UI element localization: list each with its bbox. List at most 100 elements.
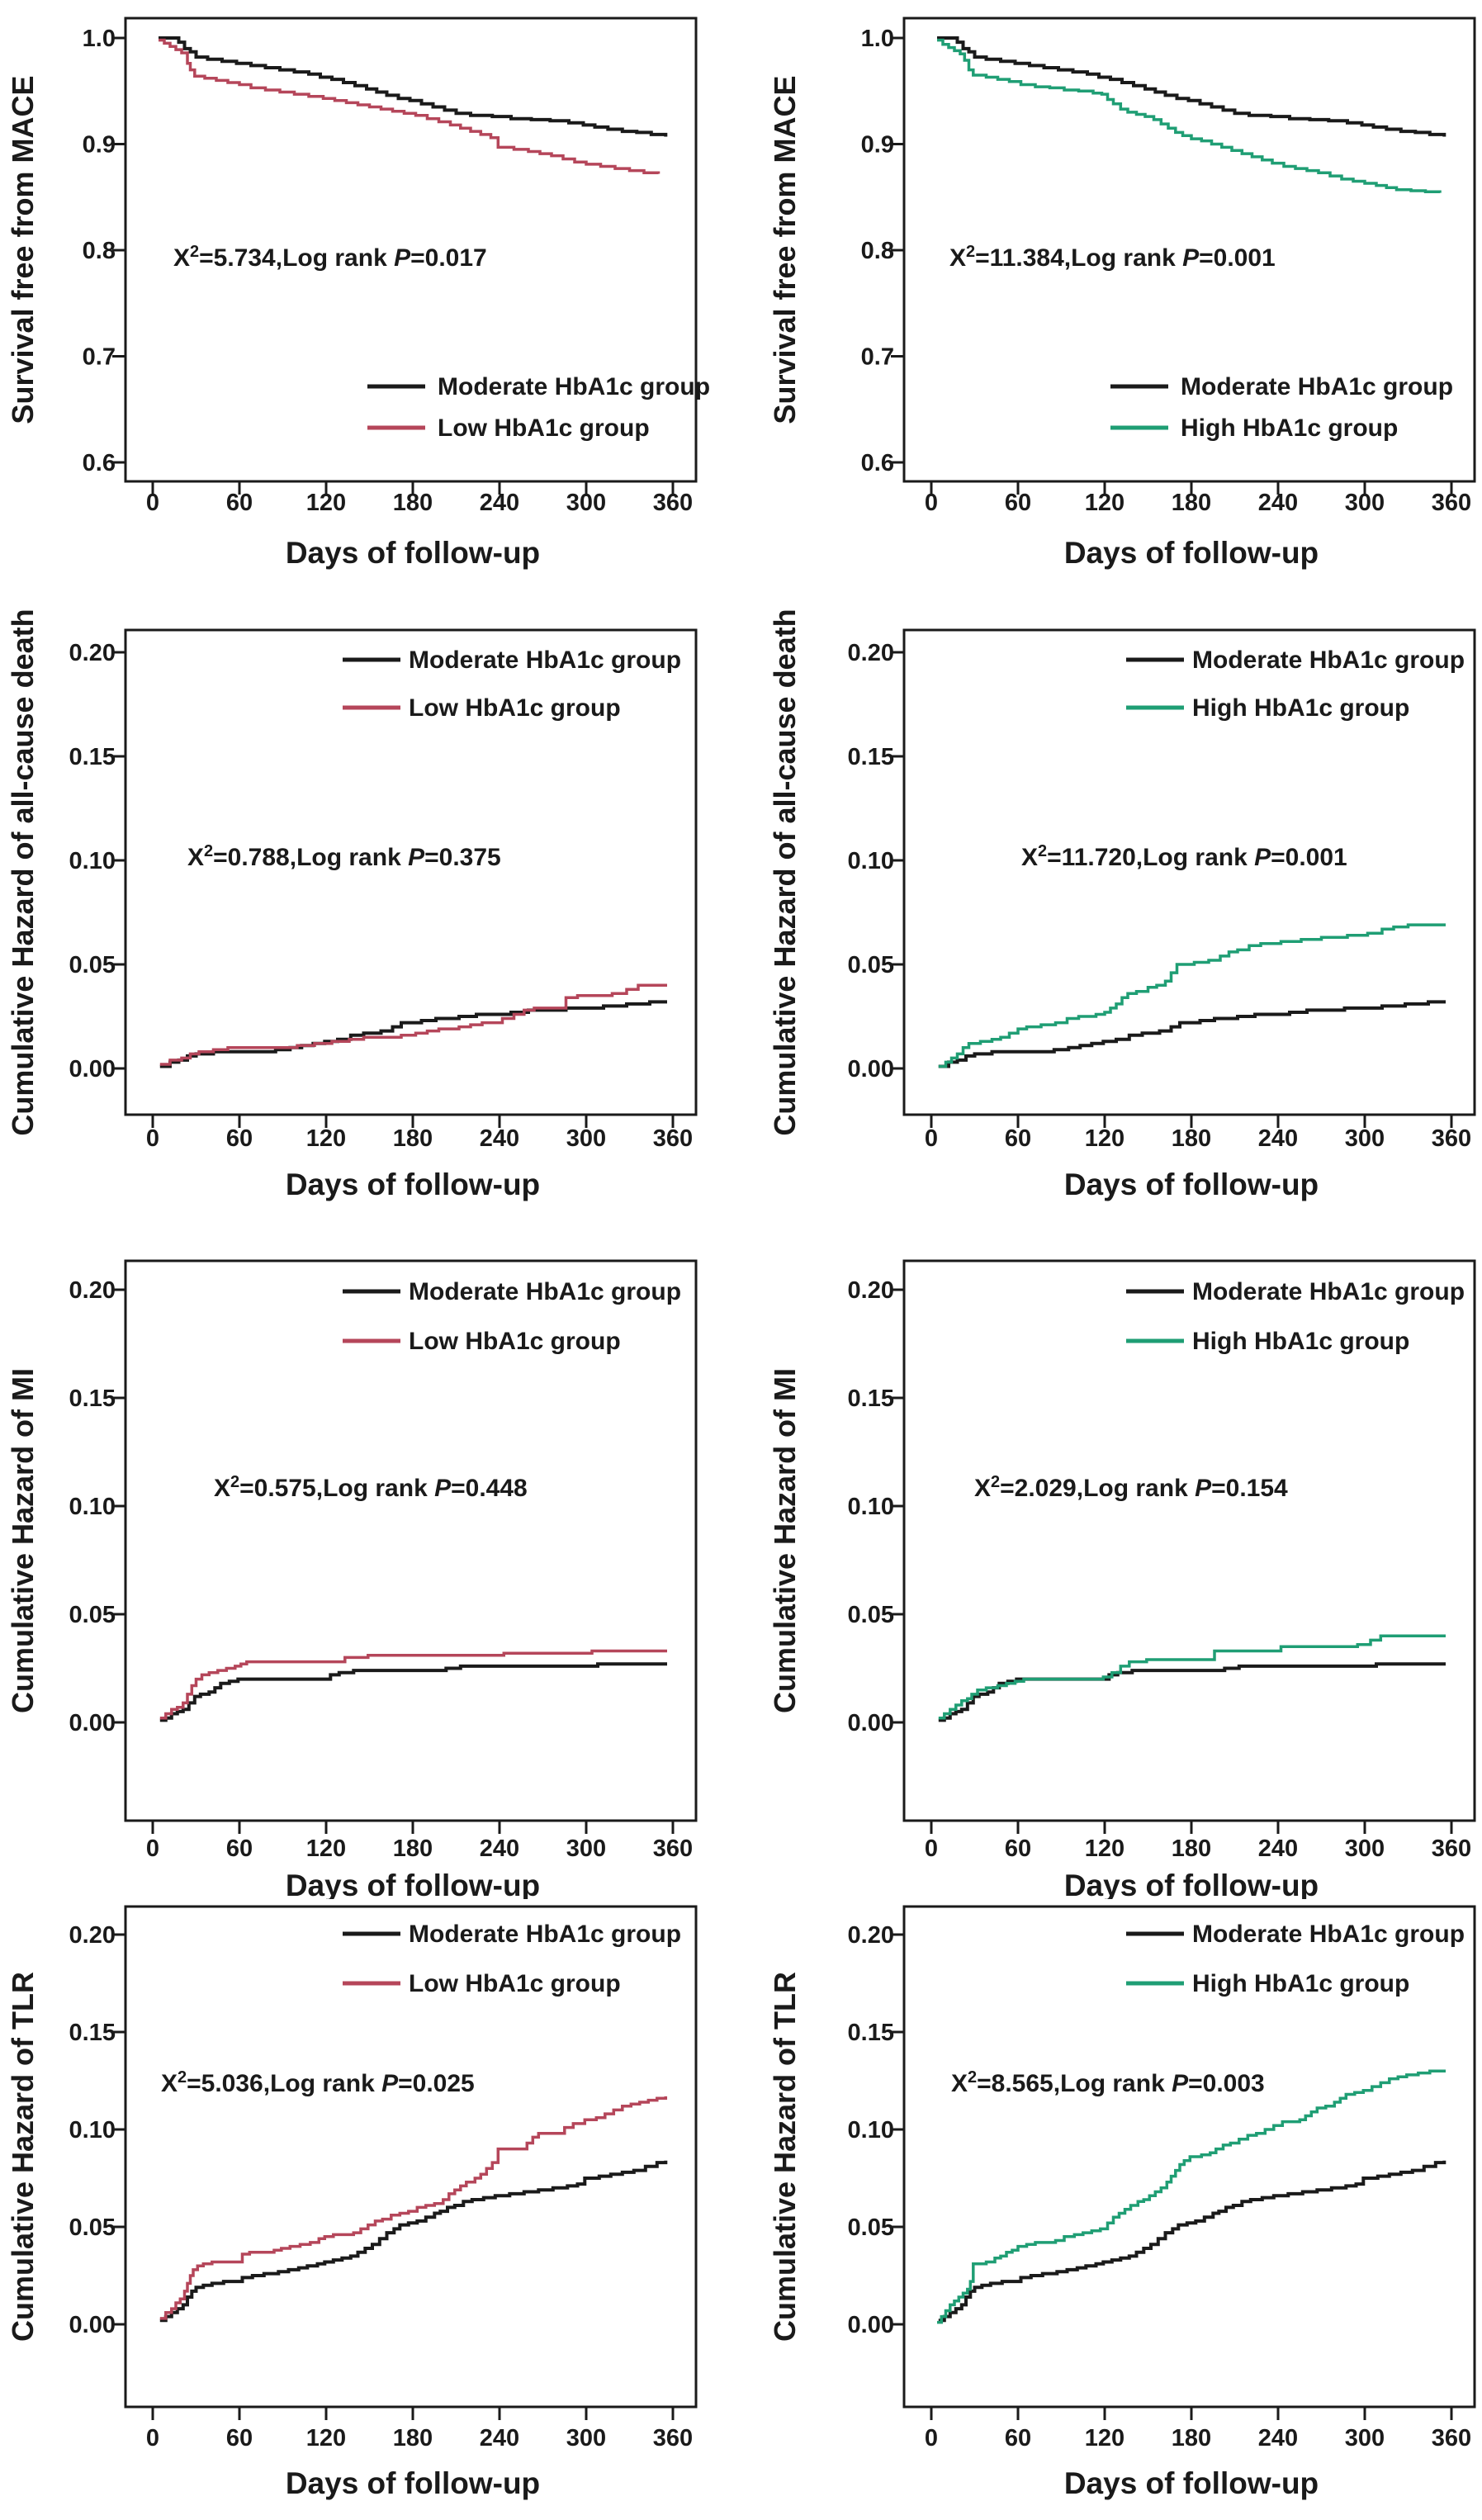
x-axis-label: Days of follow-up <box>286 1869 540 1899</box>
y-tick-label: 0.15 <box>848 2020 894 2046</box>
x-tick-label: 180 <box>393 1125 433 1152</box>
y-tick-label: 0.05 <box>848 952 894 978</box>
y-axis-label: Cumulative Hazard of MI <box>6 1368 40 1713</box>
legend-label: High HbA1c group <box>1192 1328 1409 1355</box>
x-tick-label: 300 <box>566 490 606 516</box>
y-tick-label: 0.7 <box>83 344 116 371</box>
y-tick-label: 0.10 <box>848 2117 894 2143</box>
x-tick-label: 60 <box>1005 2425 1031 2451</box>
y-tick-label: 0.10 <box>69 848 116 874</box>
x-tick-label: 120 <box>1085 1836 1125 1862</box>
y-tick-label: 0.20 <box>69 1922 116 1949</box>
x-tick-label: 240 <box>480 2425 519 2451</box>
y-tick-label: 0.15 <box>69 744 116 770</box>
stats-annotation: X2=0.575,Log rank P=0.448 <box>214 1473 528 1502</box>
chart-tlr-moderate-vs-high: 0.20 0.15 0.10 0.05 0.00 0 60 120 180 240 300 360 Cu… <box>768 1905 1476 2500</box>
y-axis-label: Cumulative Hazard of TLR <box>6 1972 40 2342</box>
x-tick-label: 360 <box>1432 1836 1471 1862</box>
y-tick-label: 0.7 <box>861 344 894 371</box>
y-tick-label: 0.20 <box>848 1277 894 1304</box>
y-axis-label: Cumulative Hazard of MI <box>768 1368 802 1713</box>
y-tick-label: 0.20 <box>69 1277 116 1304</box>
x-tick-label: 120 <box>306 2425 346 2451</box>
series-moderate-hba1c <box>938 2160 1446 2323</box>
y-tick-label: 0.6 <box>861 450 894 476</box>
y-tick-label: 0.15 <box>69 1386 116 1412</box>
y-tick-label: 0.9 <box>83 132 116 159</box>
series-moderate-hba1c <box>159 2160 668 2323</box>
x-tick-label: 360 <box>653 490 693 516</box>
y-tick-label: 0.15 <box>848 744 894 770</box>
plot-border <box>902 1259 1476 1822</box>
y-tick-label: 0.10 <box>69 2117 116 2143</box>
chart-death-moderate-vs-high: 0.20 0.15 0.10 0.05 0.00 0 60 120 180 240 300 360 Cu… <box>768 609 1476 1201</box>
x-tick-label: 360 <box>653 2425 693 2451</box>
x-tick-label: 240 <box>480 490 519 516</box>
x-tick-label: 120 <box>306 1125 346 1152</box>
x-tick-label: 0 <box>146 1836 159 1862</box>
x-tick-label: 0 <box>146 490 159 516</box>
x-tick-label: 60 <box>1005 1125 1031 1152</box>
y-axis-label: Cumulative Hazard of all-cause death <box>768 609 802 1135</box>
series-moderate-hba1c <box>159 1662 667 1722</box>
chart-mi-moderate-vs-low: 0.20 0.15 0.10 0.05 0.00 0 60 120 180 240 300 360 Cu… <box>6 1259 698 1899</box>
legend-label: Low HbA1c group <box>438 414 650 442</box>
chart-mace-moderate-vs-high: 1.0 0.9 0.8 0.7 0.6 0 60 120 180 240 300 360 Surviva… <box>768 17 1476 570</box>
y-tick-label: 0.6 <box>83 450 116 476</box>
x-tick-label: 240 <box>1258 490 1298 516</box>
legend-label: Moderate HbA1c group <box>409 1278 681 1305</box>
x-tick-label: 180 <box>393 2425 433 2451</box>
x-axis-label: Days of follow-up <box>286 1168 540 1201</box>
x-tick-label: 300 <box>1345 2425 1385 2451</box>
x-axis-label: Days of follow-up <box>1064 1168 1319 1201</box>
stats-annotation: X2=0.788,Log rank P=0.375 <box>187 842 501 871</box>
series-moderate-hba1c <box>159 36 668 137</box>
plot-border <box>902 628 1476 1116</box>
chart-tlr-moderate-vs-low: 0.20 0.15 0.10 0.05 0.00 0 60 120 180 240 300 360 Cu… <box>6 1905 698 2500</box>
y-tick-label: 0.05 <box>848 2214 894 2241</box>
y-tick-label: 1.0 <box>861 26 894 52</box>
y-tick-label: 0.00 <box>848 2312 894 2338</box>
stats-annotation: X2=8.565,Log rank P=0.003 <box>951 2068 1265 2097</box>
legend-label: Moderate HbA1c group <box>1181 373 1453 400</box>
y-axis-label: Survival free from MACE <box>6 75 40 424</box>
y-tick-label: 0.00 <box>848 1056 894 1082</box>
y-tick-label: 0.15 <box>69 2020 116 2046</box>
legend-label: High HbA1c group <box>1181 414 1398 442</box>
series-high-hba1c <box>938 1634 1446 1720</box>
x-tick-label: 360 <box>1432 490 1471 516</box>
series-high-hba1c <box>937 38 1442 194</box>
plot-border <box>902 1905 1476 2409</box>
y-tick-label: 0.10 <box>69 1494 116 1520</box>
x-tick-label: 0 <box>925 490 938 516</box>
plot-border <box>124 628 698 1116</box>
x-tick-label: 0 <box>925 2425 938 2451</box>
y-tick-label: 0.8 <box>83 238 116 264</box>
x-tick-label: 180 <box>393 490 433 516</box>
legend-label: Low HbA1c group <box>409 1328 621 1355</box>
x-tick-label: 60 <box>1005 1836 1031 1862</box>
series-low-hba1c <box>159 38 661 174</box>
x-tick-label: 180 <box>1172 2425 1211 2451</box>
legend-label: Moderate HbA1c group <box>1192 647 1465 674</box>
x-tick-label: 60 <box>226 1836 253 1862</box>
series-low-hba1c <box>159 983 667 1066</box>
y-tick-label: 0.8 <box>861 238 894 264</box>
x-tick-label: 240 <box>1258 2425 1298 2451</box>
y-tick-label: 0.00 <box>69 1710 116 1736</box>
x-tick-label: 0 <box>146 1125 159 1152</box>
y-tick-label: 0.9 <box>861 132 894 159</box>
y-axis-label: Cumulative Hazard of all-cause death <box>6 609 40 1135</box>
series-low-hba1c <box>159 1649 667 1720</box>
x-tick-label: 300 <box>1345 490 1385 516</box>
y-tick-label: 0.15 <box>848 1386 894 1412</box>
series-low-hba1c <box>159 2096 668 2320</box>
x-tick-label: 300 <box>1345 1125 1385 1152</box>
stats-annotation: X2=5.734,Log rank P=0.017 <box>173 243 487 272</box>
y-tick-label: 0.00 <box>69 2312 116 2338</box>
y-tick-label: 0.20 <box>848 1922 894 1949</box>
x-axis-label: Days of follow-up <box>286 2466 540 2500</box>
x-tick-label: 60 <box>1005 490 1031 516</box>
x-tick-label: 0 <box>925 1836 938 1862</box>
